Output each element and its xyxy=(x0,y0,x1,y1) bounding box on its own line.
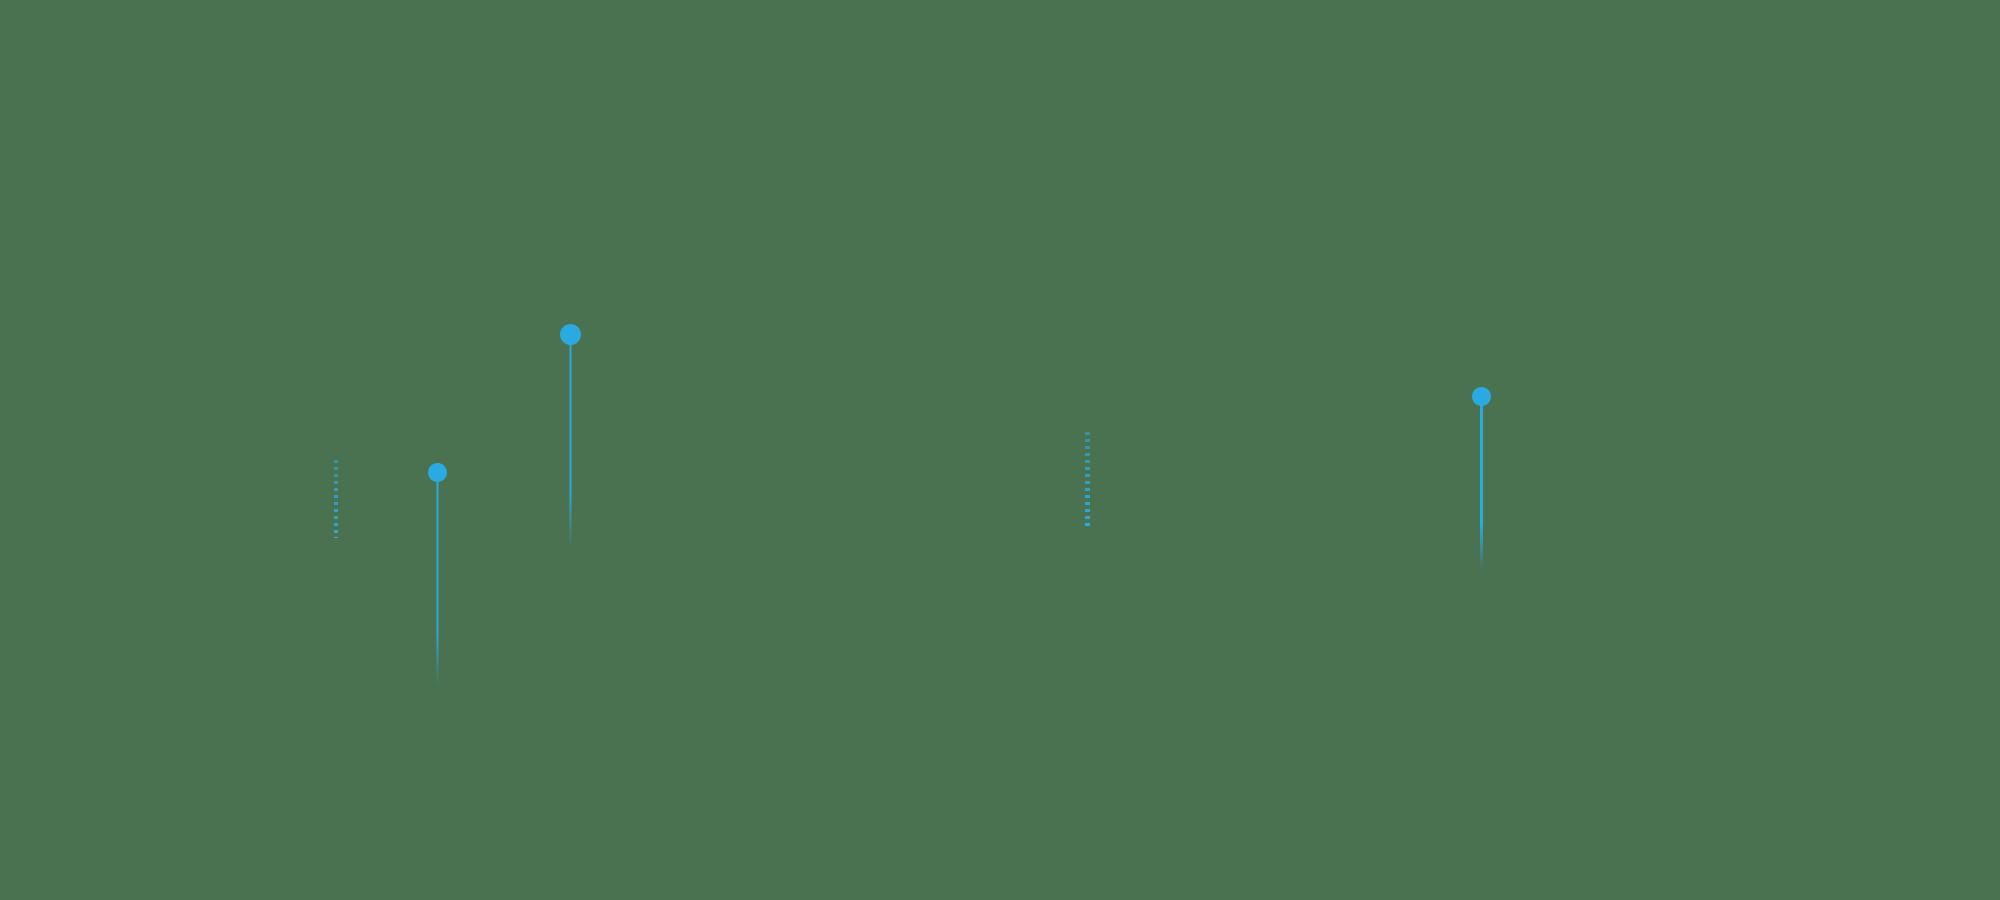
map-pin-head-icon[interactable] xyxy=(427,462,447,482)
map-pin-stem-icon xyxy=(1084,432,1090,527)
map-pin-marker[interactable] xyxy=(1084,432,1090,527)
map-pin-marker[interactable] xyxy=(334,460,338,538)
map-pin-head-icon[interactable] xyxy=(1471,386,1491,406)
map-pin-stem-icon xyxy=(569,344,571,550)
map-pin-marker[interactable] xyxy=(427,462,447,688)
map-pin-stem-icon xyxy=(334,460,338,538)
map-pin-marker[interactable] xyxy=(559,323,581,550)
map-pin-stem-icon xyxy=(1479,405,1483,570)
map-pin-marker[interactable] xyxy=(1471,386,1491,570)
map-pin-head-icon[interactable] xyxy=(559,323,581,345)
map-pin-stem-icon xyxy=(436,481,438,688)
